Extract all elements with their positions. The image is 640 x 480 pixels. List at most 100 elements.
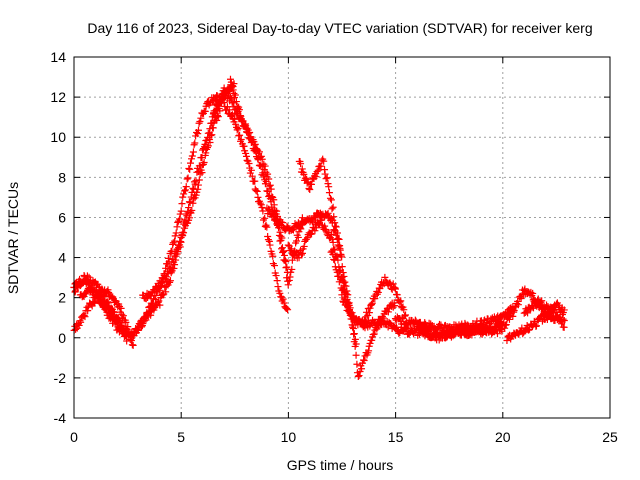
data-point [505, 315, 513, 323]
data-point [501, 324, 509, 332]
data-point [77, 318, 85, 326]
data-point [110, 316, 118, 324]
data-point [317, 162, 325, 170]
data-point [323, 174, 331, 182]
data-point [80, 311, 88, 319]
data-point [252, 187, 260, 195]
data-point [237, 136, 245, 144]
data-point [414, 331, 422, 339]
data-point [373, 290, 381, 298]
data-point [203, 144, 211, 152]
data-point [227, 78, 235, 86]
data-point [298, 249, 306, 257]
data-point [194, 126, 202, 134]
data-point [279, 219, 287, 227]
data-point [202, 149, 210, 157]
data-point [167, 263, 175, 271]
data-point [366, 304, 374, 312]
data-point [350, 330, 358, 338]
data-point [354, 373, 362, 381]
data-point [187, 159, 195, 167]
data-point [297, 251, 305, 259]
data-point [279, 249, 287, 257]
data-point [192, 177, 200, 185]
data-point [234, 105, 242, 113]
data-point [182, 183, 190, 191]
data-point [179, 193, 187, 201]
data-point [302, 235, 310, 243]
data-point [75, 321, 83, 329]
data-point [325, 183, 333, 191]
data-point [248, 172, 256, 180]
data-point [169, 239, 177, 247]
data-point [170, 258, 178, 266]
data-point [265, 205, 273, 213]
data-point [312, 224, 320, 232]
data-point [338, 263, 346, 271]
data-point [386, 279, 394, 287]
data-point [303, 179, 311, 187]
data-point [331, 263, 339, 271]
data-point [312, 173, 320, 181]
data-point [557, 317, 565, 325]
data-point [102, 304, 110, 312]
data-point [331, 256, 339, 264]
data-point [381, 273, 389, 281]
y-tick-label: 8 [58, 169, 66, 185]
data-point [118, 310, 126, 318]
data-point [229, 86, 237, 94]
data-point [117, 304, 125, 312]
data-point [209, 124, 217, 132]
data-point [233, 126, 241, 134]
data-point [391, 285, 399, 293]
data-point [129, 341, 137, 349]
data-point [277, 236, 285, 244]
data-point [185, 165, 193, 173]
data-point [322, 175, 330, 183]
data-point [317, 216, 325, 224]
data-point [156, 301, 164, 309]
data-point [238, 118, 246, 126]
data-point [330, 255, 338, 263]
data-point [279, 295, 287, 303]
data-point [273, 277, 281, 285]
data-point [267, 198, 275, 206]
data-point [558, 318, 566, 326]
data-series [355, 299, 399, 380]
y-tick-label: 10 [50, 129, 66, 145]
data-point [232, 120, 240, 128]
data-point [163, 273, 171, 281]
data-point [200, 158, 208, 166]
data-point [270, 262, 278, 270]
data-point [204, 142, 212, 150]
data-point [189, 148, 197, 156]
data-point [93, 291, 101, 299]
data-series [263, 204, 345, 259]
data-point [262, 178, 270, 186]
data-point [547, 309, 555, 317]
data-point [180, 229, 188, 237]
data-point [361, 317, 369, 325]
data-point [260, 172, 268, 180]
data-point [223, 88, 231, 96]
data-point [428, 322, 436, 330]
data-point [379, 314, 387, 322]
data-series [520, 298, 568, 320]
data-point [342, 301, 350, 309]
data-point [111, 297, 119, 305]
data-point [398, 314, 406, 322]
data-point [180, 190, 188, 198]
data-point [231, 115, 239, 123]
data-point [502, 321, 510, 329]
data-point [197, 114, 205, 122]
data-point [229, 115, 237, 123]
data-point [288, 256, 296, 264]
data-point [396, 298, 404, 306]
data-point [208, 131, 216, 139]
data-point [248, 138, 256, 146]
data-point [284, 241, 292, 249]
x-tick-label: 15 [388, 429, 404, 445]
data-point [194, 130, 202, 138]
data-point [529, 289, 537, 297]
data-point [211, 109, 219, 117]
